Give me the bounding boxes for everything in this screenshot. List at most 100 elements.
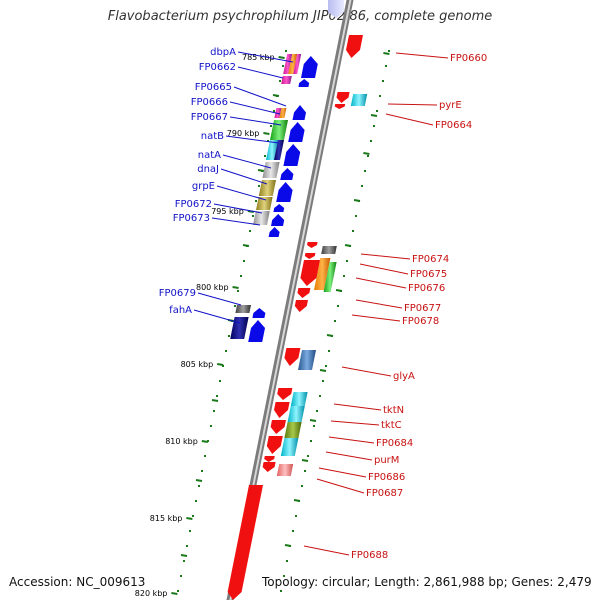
genome-title: Flavobacterium psychrophilum JIP02/86, c… bbox=[107, 9, 493, 24]
guide-dot-right bbox=[367, 155, 369, 157]
forward-gene-label: grpE bbox=[192, 181, 215, 192]
reverse-gene-arrow bbox=[270, 420, 286, 434]
cog-block bbox=[287, 406, 305, 422]
kbp-tick bbox=[232, 286, 239, 289]
kbp-label: 805 kbp bbox=[181, 360, 214, 369]
cog-block bbox=[293, 54, 302, 74]
cog-block bbox=[323, 262, 337, 292]
label-leader-lines bbox=[193, 51, 449, 556]
reverse-gene-arrow bbox=[284, 348, 301, 366]
cog-color-blocks bbox=[230, 54, 368, 476]
leader-line bbox=[229, 116, 282, 126]
minor-tick bbox=[309, 419, 317, 422]
cog-block bbox=[284, 422, 302, 438]
guide-dot-right bbox=[385, 65, 387, 67]
kbp-label: 815 kbp bbox=[150, 514, 183, 523]
reverse-gene-arrow bbox=[264, 456, 275, 462]
forward-gene-arrow bbox=[292, 105, 306, 120]
guide-dot-left bbox=[183, 560, 185, 562]
guide-dot-left bbox=[207, 440, 209, 442]
cog-block bbox=[270, 120, 288, 140]
guide-dot-right bbox=[301, 485, 303, 487]
leader-line bbox=[341, 366, 392, 377]
forward-gene-label: FP0667 bbox=[191, 112, 228, 123]
leader-line bbox=[213, 203, 263, 214]
cog-block bbox=[256, 197, 273, 210]
cog-block bbox=[298, 350, 316, 370]
cog-block bbox=[274, 140, 284, 160]
reverse-gene-label: tktC bbox=[381, 420, 402, 431]
forward-gene-label: FP0665 bbox=[195, 82, 232, 93]
leader-line bbox=[211, 217, 261, 226]
guide-dot-left bbox=[267, 140, 269, 142]
guide-dot-left bbox=[270, 125, 272, 127]
guide-dot-left bbox=[243, 260, 245, 262]
reverse-gene-label: FP0678 bbox=[402, 316, 439, 327]
cog-block bbox=[262, 162, 280, 178]
kbp-tick bbox=[263, 132, 270, 135]
leader-line bbox=[385, 113, 434, 126]
reverse-gene-label: FP0684 bbox=[376, 438, 413, 449]
guide-dot-left bbox=[264, 155, 266, 157]
guide-dot-right bbox=[292, 530, 294, 532]
minor-tick bbox=[326, 334, 334, 337]
guide-dot-right bbox=[379, 95, 381, 97]
minor-tick bbox=[383, 52, 390, 55]
guide-dot-right bbox=[313, 425, 315, 427]
guide-dot-right bbox=[304, 470, 306, 472]
scale-ticks: 785 kbp 790 kbp 795 kbp 800 kbp 805 kbp 810 k… bbox=[135, 52, 390, 598]
reverse-gene-arrow bbox=[262, 462, 276, 472]
forward-strand-genes bbox=[248, 56, 318, 342]
forward-gene-label: natB bbox=[201, 131, 224, 142]
leader-line bbox=[351, 314, 401, 322]
leader-line bbox=[237, 51, 294, 63]
forward-gene-label: fahA bbox=[169, 305, 192, 316]
kbp-tick bbox=[247, 210, 254, 213]
reverse-gene-arrow bbox=[277, 388, 293, 400]
cog-block bbox=[321, 246, 337, 254]
minor-tick bbox=[363, 152, 370, 155]
guide-dot-right bbox=[280, 590, 282, 592]
reverse-gene-label: tktN bbox=[383, 405, 404, 416]
reverse-gene-label: FP0688 bbox=[351, 550, 388, 561]
minor-tick bbox=[257, 169, 265, 172]
reverse-gene-label: FP0675 bbox=[410, 269, 447, 280]
forward-gene-label: FP0662 bbox=[199, 62, 236, 73]
forward-gene-arrow bbox=[252, 308, 266, 318]
minor-tick bbox=[242, 244, 250, 247]
leader-line bbox=[193, 309, 241, 324]
forward-gene-label: FP0673 bbox=[173, 213, 210, 224]
guide-dot-left bbox=[186, 545, 188, 547]
forward-gene-arrow bbox=[268, 227, 280, 237]
guide-dot-right bbox=[328, 350, 330, 352]
guide-dot-left bbox=[228, 335, 230, 337]
forward-gene-label: FP0672 bbox=[175, 199, 212, 210]
guide-dot-left bbox=[213, 410, 215, 412]
cog-block bbox=[279, 108, 287, 118]
leader-line bbox=[316, 478, 365, 494]
cog-block bbox=[288, 54, 298, 74]
leader-line bbox=[216, 185, 267, 201]
guide-dot-left bbox=[240, 275, 242, 277]
kbp-label: 795 kbp bbox=[211, 207, 244, 216]
minor-tick bbox=[211, 399, 219, 402]
guide-dot-left bbox=[222, 365, 224, 367]
reverse-gene-label: FP0664 bbox=[435, 120, 472, 131]
reverse-gene-label: FP0674 bbox=[412, 254, 449, 265]
reverse-gene-arrow bbox=[336, 92, 350, 103]
cog-block bbox=[350, 94, 368, 106]
guide-dot-left bbox=[192, 515, 194, 517]
leader-line bbox=[222, 154, 272, 169]
guide-dot-right bbox=[343, 275, 345, 277]
guide-dot-right bbox=[364, 170, 366, 172]
backbone-highlight bbox=[229, 0, 352, 600]
leader-line bbox=[197, 292, 242, 306]
genome-backbone bbox=[226, 0, 354, 600]
forward-gene-label: dnaJ bbox=[197, 164, 219, 175]
guide-dot-right bbox=[361, 185, 363, 187]
minor-tick bbox=[180, 554, 188, 557]
kbp-label: 790 kbp bbox=[227, 129, 260, 138]
leader-line bbox=[355, 277, 407, 289]
reverse-gene-arrow bbox=[304, 253, 316, 259]
reverse-gene-arrow bbox=[274, 402, 290, 418]
